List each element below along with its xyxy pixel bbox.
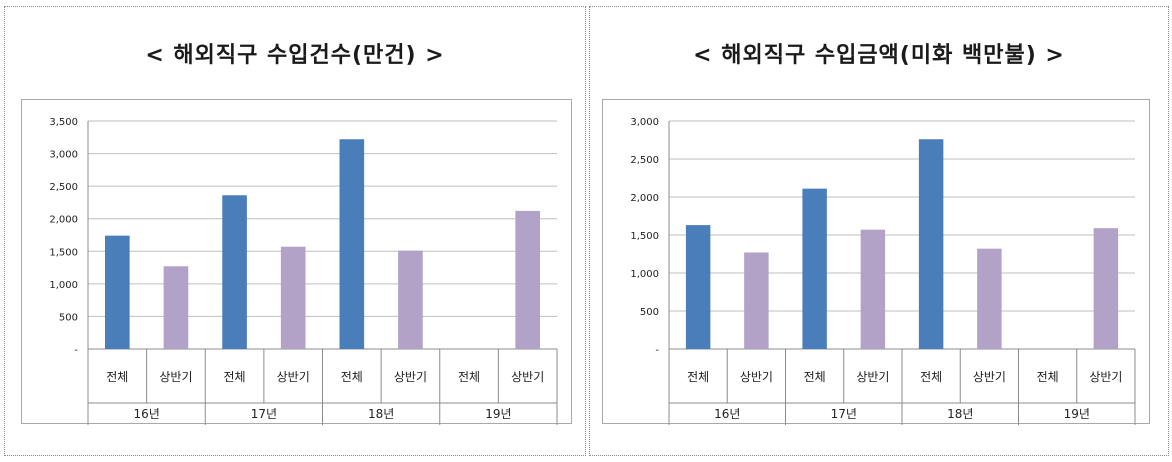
y-tick-label: 1,000	[630, 269, 659, 280]
x-category-label: 상반기	[159, 370, 192, 384]
bar	[515, 210, 540, 349]
x-category-label: 전체	[804, 370, 826, 384]
x-category-label: 전체	[920, 370, 942, 384]
x-category-label: 전체	[458, 370, 480, 384]
y-tick-label: 3,000	[49, 150, 78, 161]
y-tick-label: 2,500	[630, 155, 659, 166]
x-group-label: 19년	[1064, 407, 1090, 421]
x-group-label: 16년	[133, 407, 159, 421]
x-category-label: 전체	[341, 370, 363, 384]
bar	[105, 235, 130, 349]
y-tick-label: 500	[640, 307, 659, 318]
x-category-label: 상반기	[277, 370, 310, 384]
chart-title: < 해외직구 수입금액(미화 백만불) >	[693, 43, 1065, 68]
y-tick-label: 1,000	[49, 280, 78, 291]
bar	[1093, 228, 1119, 349]
y-tick-label: 1,500	[630, 231, 659, 242]
bar	[163, 266, 189, 349]
bar	[802, 188, 827, 349]
y-tick-label: -	[74, 345, 78, 356]
y-tick-label: 2,500	[49, 182, 78, 193]
y-tick-label: 2,000	[630, 193, 659, 204]
y-tick-label: 3,000	[630, 117, 659, 128]
x-category-label: 상반기	[394, 370, 427, 384]
y-tick-label: 3,500	[49, 117, 78, 128]
x-group-label: 19년	[485, 407, 511, 421]
bar	[280, 246, 306, 349]
bar	[860, 229, 886, 349]
x-group-label: 18년	[947, 407, 973, 421]
bar	[918, 139, 944, 349]
chart-frame: - 500 1,000 1,500 2,000 2,500 3,000 3,500 전체 상반기 1…	[21, 99, 572, 425]
bar	[339, 139, 365, 349]
x-category-label: 전체	[224, 370, 246, 384]
x-category-label: 전체	[1037, 370, 1059, 384]
bar	[977, 248, 1002, 349]
x-category-label: 상반기	[856, 370, 889, 384]
x-group-label: 16년	[714, 407, 740, 421]
x-category-label: 전체	[106, 370, 128, 384]
chart-panel-import-amount: < 해외직구 수입금액(미화 백만불) > - 500 1,000 1,500 2,00…	[589, 6, 1169, 456]
y-tick-label: -	[655, 345, 659, 356]
bar-chart-import-count: - 500 1,000 1,500 2,000 2,500 3,000 3,500 전체 상반기 1…	[49, 117, 558, 425]
y-tick-label: 2,000	[49, 215, 78, 226]
bar	[744, 252, 769, 349]
x-category-label: 상반기	[511, 370, 544, 384]
bar	[685, 225, 711, 349]
x-group-label: 18년	[368, 407, 394, 421]
x-category-label: 상반기	[1089, 370, 1122, 384]
chart-panel-import-count: < 해외직구 수입건수(만건) > - 500 1,000 1,500 2,000 2,5…	[4, 6, 586, 456]
y-tick-label: 1,500	[49, 247, 78, 258]
chart-title: < 해외직구 수입건수(만건) >	[145, 43, 445, 68]
x-group-label: 17년	[831, 407, 857, 421]
chart-frame: - 500 1,000 1,500 2,000 2,500 3,000 전체 상반기 16년 전체 상…	[602, 99, 1150, 425]
bar	[222, 195, 247, 349]
x-category-label: 전체	[687, 370, 709, 384]
bar-chart-import-amount: - 500 1,000 1,500 2,000 2,500 3,000 전체 상반기 16년 전체 상…	[630, 117, 1136, 425]
x-group-label: 17년	[251, 407, 277, 421]
x-category-label: 상반기	[740, 370, 773, 384]
bar	[398, 250, 423, 349]
y-tick-label: 500	[59, 312, 78, 323]
x-category-label: 상반기	[973, 370, 1006, 384]
